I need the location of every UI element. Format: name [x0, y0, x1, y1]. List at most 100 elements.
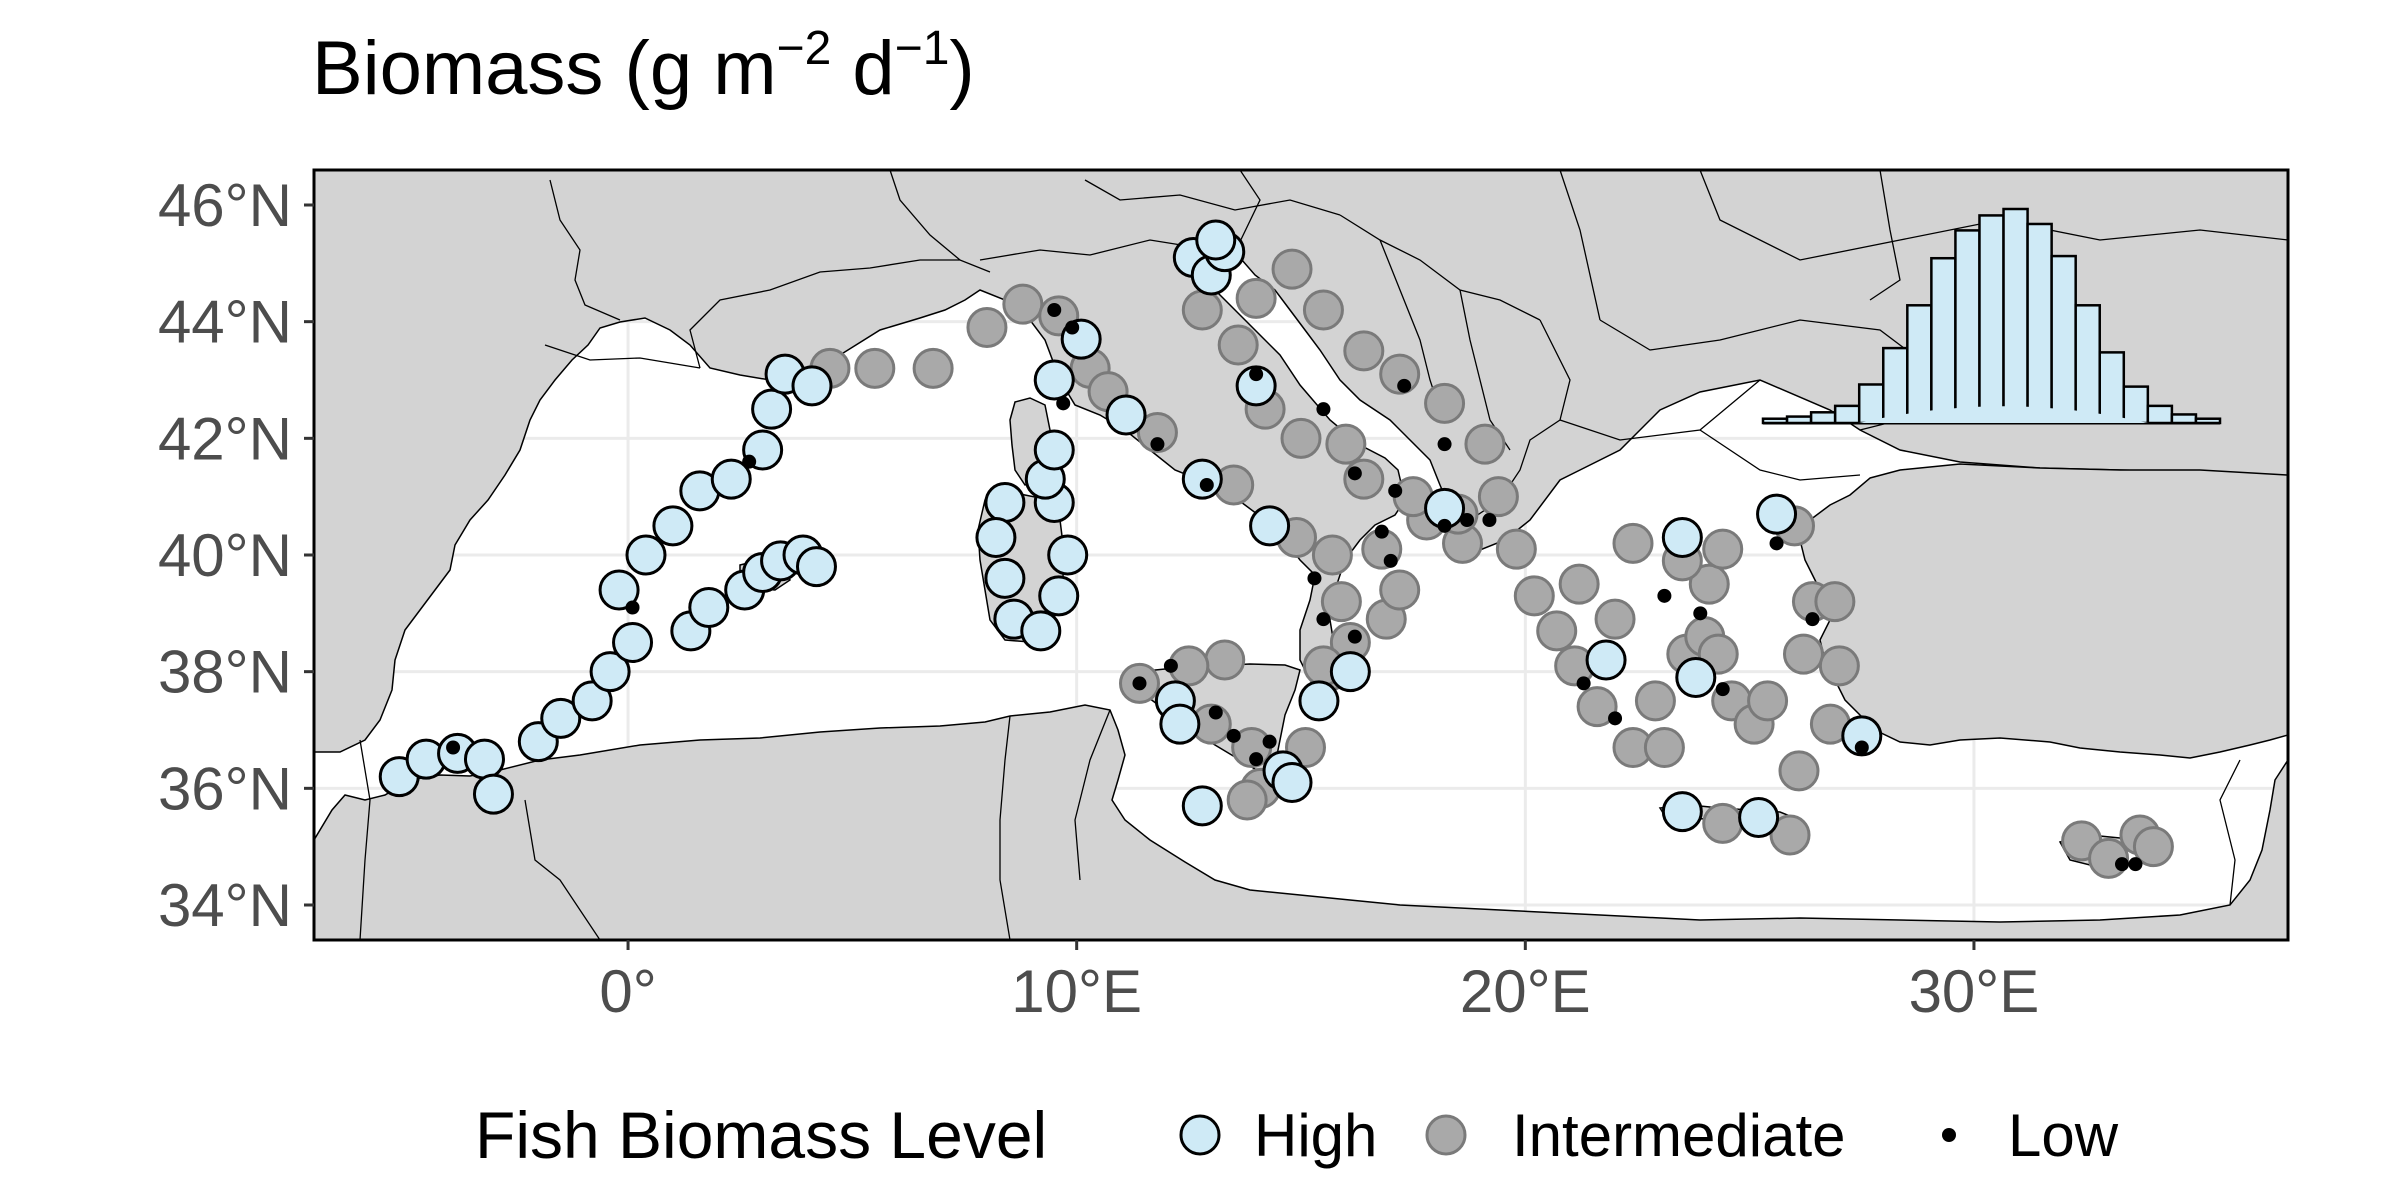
point-intermediate [1818, 645, 1860, 687]
point-high [1661, 791, 1703, 833]
biomass-distribution-inset [1761, 207, 2222, 425]
point-high [1249, 505, 1291, 547]
point-intermediate [1513, 575, 1555, 617]
legend-label-intermediate: Intermediate [1512, 1102, 1846, 1169]
inset-bar [1954, 229, 1981, 425]
point-intermediate [1311, 534, 1353, 576]
point-high [1033, 359, 1075, 401]
point-low [1693, 606, 1708, 621]
point-low [1805, 612, 1820, 627]
point-intermediate [1558, 563, 1600, 605]
inset-bar [2194, 417, 2222, 425]
inset-bar [1882, 346, 1909, 425]
point-intermediate [1235, 277, 1277, 319]
point-high [1181, 458, 1223, 500]
point-intermediate [1634, 680, 1676, 722]
point-low [742, 454, 757, 469]
inset-bar [2170, 413, 2198, 425]
point-high [1105, 394, 1147, 436]
point-low [1459, 513, 1474, 527]
point-low [1854, 740, 1869, 755]
land-europe [314, 170, 2288, 753]
point-high [1298, 680, 1340, 722]
y-tick-label: 34°N [158, 872, 292, 939]
legend-label-low: Low [2008, 1102, 2119, 1169]
y-tick-label: 40°N [158, 522, 292, 589]
inset-bar [1930, 256, 1957, 425]
legend-key-high [1179, 1114, 1221, 1156]
point-high [1661, 517, 1703, 558]
point-high [1181, 785, 1223, 827]
point-low [1437, 518, 1452, 533]
inset-bar [2050, 254, 2077, 425]
point-intermediate [1688, 563, 1730, 605]
point-low [1482, 513, 1497, 527]
inset-bar [2002, 207, 2029, 425]
point-low [1388, 483, 1403, 498]
point-low [1056, 396, 1071, 411]
point-high [1159, 703, 1201, 745]
point-high [612, 622, 654, 663]
point-low [625, 600, 640, 615]
point-high [652, 505, 694, 547]
point-low [1226, 728, 1241, 743]
point-high [1675, 657, 1717, 698]
point-intermediate [1814, 581, 1856, 623]
point-high [1235, 365, 1277, 407]
point-low [1657, 588, 1672, 603]
point-low [1199, 478, 1214, 492]
point-low [1249, 367, 1264, 382]
inset-bar [1906, 304, 1933, 425]
point-low [1262, 734, 1277, 749]
point-intermediate [1477, 476, 1519, 518]
point-low [1132, 676, 1147, 691]
point-intermediate [1002, 283, 1044, 325]
point-low [2115, 857, 2130, 872]
point-low [1608, 711, 1623, 726]
point-intermediate [1643, 727, 1685, 768]
point-high [625, 534, 667, 576]
legend-key-intermediate [1425, 1114, 1467, 1156]
point-high [589, 651, 631, 693]
point-high [1033, 429, 1075, 471]
x-tick-label: 20°E [1460, 958, 1591, 1025]
point-high [1195, 219, 1237, 261]
inset-bar [2098, 351, 2126, 425]
point-low [1769, 536, 1784, 551]
legend-label-high: High [1254, 1102, 1377, 1169]
y-tick-label: 38°N [158, 639, 292, 706]
point-intermediate [1226, 779, 1268, 821]
point-intermediate [1217, 324, 1259, 366]
point-intermediate [1702, 528, 1744, 570]
point-high [598, 569, 640, 611]
point-high [1329, 651, 1371, 693]
point-low [1150, 437, 1165, 452]
inset-bar [2122, 385, 2150, 425]
point-low [1397, 378, 1412, 393]
point-high [751, 388, 793, 430]
inset-bar [1833, 404, 1861, 425]
inset-bar [1785, 415, 1813, 425]
point-intermediate [912, 347, 954, 389]
inset-bar [1809, 411, 1837, 425]
chart-title: Biomass (g m−2 d−1) [312, 22, 975, 112]
point-intermediate [1320, 581, 1362, 623]
point-intermediate [1782, 633, 1824, 675]
point-low [1347, 466, 1362, 481]
y-axis: 34°N 36°N 38°N 40°N 42°N 44°N 46°N [158, 172, 314, 939]
x-tick-label: 0° [599, 958, 656, 1025]
point-low [1347, 629, 1362, 644]
point-low [1437, 437, 1452, 452]
point-intermediate [1181, 289, 1223, 331]
y-tick-label: 36°N [158, 755, 292, 822]
point-high [540, 697, 582, 739]
y-tick-label: 44°N [158, 289, 292, 356]
point-intermediate [1612, 522, 1654, 564]
point-intermediate [1536, 610, 1578, 652]
point-low [1307, 571, 1322, 586]
point-high [571, 680, 613, 722]
point-intermediate [1576, 686, 1618, 728]
point-intermediate [1464, 423, 1506, 465]
inset-bar [2026, 222, 2053, 425]
